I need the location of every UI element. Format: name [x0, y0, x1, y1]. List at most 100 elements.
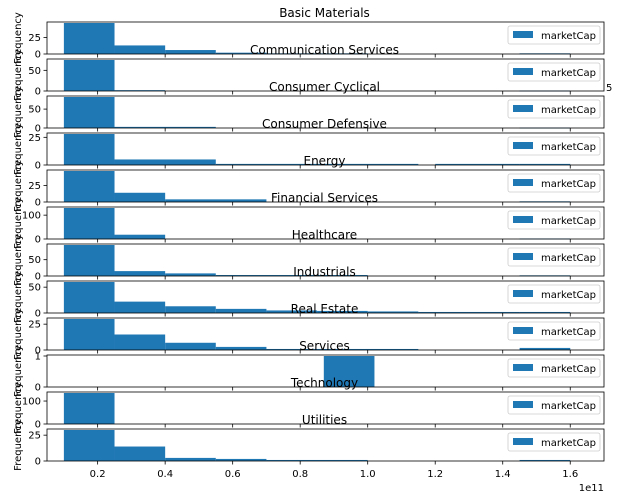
legend-swatch [513, 401, 533, 408]
histogram-bar [215, 163, 318, 165]
legend-swatch [513, 290, 533, 297]
subplot-title: Basic Materials [279, 6, 370, 20]
legend-swatch [513, 105, 533, 112]
histogram-bar [63, 60, 115, 91]
subplot-energy: 0 25 Frequency Energy marketCap [13, 154, 605, 212]
subplot-title: Financial Services [271, 191, 378, 205]
subplot-title: Services [299, 339, 350, 353]
legend-box [507, 136, 601, 156]
legend-label: marketCap [541, 142, 596, 153]
x-axis-multiplier: 1e11 [579, 483, 604, 494]
histogram-bar [114, 90, 166, 91]
histogram-bar [519, 163, 571, 165]
legend-label: marketCap [541, 253, 596, 264]
legend-box [507, 321, 601, 341]
y-tick-label: 50 [28, 66, 41, 77]
histogram-bar [367, 311, 419, 313]
legend-label: marketCap [541, 401, 596, 412]
y-tick-label: 0 [35, 124, 41, 135]
axes-frame [46, 21, 605, 55]
y-axis-label: Frequency [13, 234, 24, 286]
y-axis-label: Frequency [13, 123, 24, 175]
histogram-bar [114, 234, 166, 239]
y-tick-label: 0 [35, 309, 41, 320]
legend: marketCap [507, 284, 601, 304]
x-tick-label: 1.2 [427, 469, 443, 480]
histogram-bar [317, 163, 419, 165]
legend: marketCap [507, 25, 601, 45]
histogram-bar [266, 459, 368, 461]
y-tick-label: 0 [35, 346, 41, 357]
subplot-consumer-cyclical: 0 50 Frequency Consumer Cyclical marketCap 5 [13, 80, 612, 138]
y-tick-label: 0 [35, 50, 41, 61]
y-axis-label: Frequency [13, 12, 24, 64]
y-tick-label: 0 [35, 420, 41, 431]
axes-frame [46, 206, 605, 240]
y-axis-label: Frequency [13, 382, 24, 434]
legend-box [507, 432, 601, 452]
axes-frame [46, 317, 605, 351]
subplot-healthcare: 0 50 Frequency Healthcare marketCap [13, 228, 605, 286]
histogram-bar [468, 311, 520, 313]
legend-label: marketCap [541, 438, 596, 449]
legend-box [507, 395, 601, 415]
legend: marketCap [507, 321, 601, 341]
y-tick-label: 0 [35, 272, 41, 283]
histogram-bar [418, 311, 469, 313]
y-axis-label: Frequency [13, 160, 24, 212]
y-tick-label: 50 [28, 255, 41, 266]
histogram-bar [114, 301, 166, 313]
axes-frame [46, 169, 605, 203]
histogram-bar [519, 459, 571, 461]
legend-label: marketCap [541, 68, 596, 79]
legend-box [507, 25, 601, 45]
axes-frame [46, 95, 605, 129]
legend-swatch [513, 253, 533, 260]
histogram-bar [63, 393, 115, 424]
y-tick-label: 25 [28, 431, 41, 442]
legend: marketCap [507, 395, 601, 415]
legend-label: marketCap [541, 31, 596, 42]
axes-frame [46, 428, 605, 462]
legend-box [507, 210, 601, 230]
y-tick-label: 25 [28, 181, 41, 192]
legend-swatch [513, 216, 533, 223]
y-tick-label: 25 [28, 33, 41, 44]
subplot-basic-materials: 0 25 Frequency Basic Materials marketCap [13, 6, 605, 64]
histogram-bar [317, 310, 368, 313]
y-axis-label: Frequency [13, 49, 24, 101]
axes-frame [46, 354, 605, 388]
histogram-bar [63, 208, 115, 239]
x-tick-label: 0.8 [292, 469, 308, 480]
subplot-title: Industrials [293, 265, 356, 279]
legend-box [507, 62, 601, 82]
legend-label: marketCap [541, 290, 596, 301]
histogram-bar [165, 306, 216, 313]
histogram-bar [165, 457, 216, 461]
legend-box [507, 284, 601, 304]
legend: marketCap [507, 62, 601, 82]
legend-swatch [513, 179, 533, 186]
axes-frame [46, 391, 605, 425]
histogram-bar [114, 159, 216, 165]
histogram-bar [519, 311, 571, 313]
histogram-bar [215, 346, 267, 350]
histogram-bar [323, 356, 375, 387]
y-tick-label: 25 [28, 320, 41, 331]
legend-box [507, 99, 601, 119]
legend-box [507, 358, 601, 378]
histogram-bar [215, 52, 267, 54]
subplot-title: Utilities [302, 413, 347, 427]
x-tick-label: 0.2 [90, 469, 106, 480]
y-tick-label: 0 [35, 87, 41, 98]
axes-frame [46, 280, 605, 314]
y-axis-label: Frequency [13, 271, 24, 323]
histogram-bar [114, 446, 166, 461]
legend: marketCap [507, 247, 601, 267]
histogram-bar [114, 192, 166, 202]
histogram-bar [215, 308, 267, 313]
